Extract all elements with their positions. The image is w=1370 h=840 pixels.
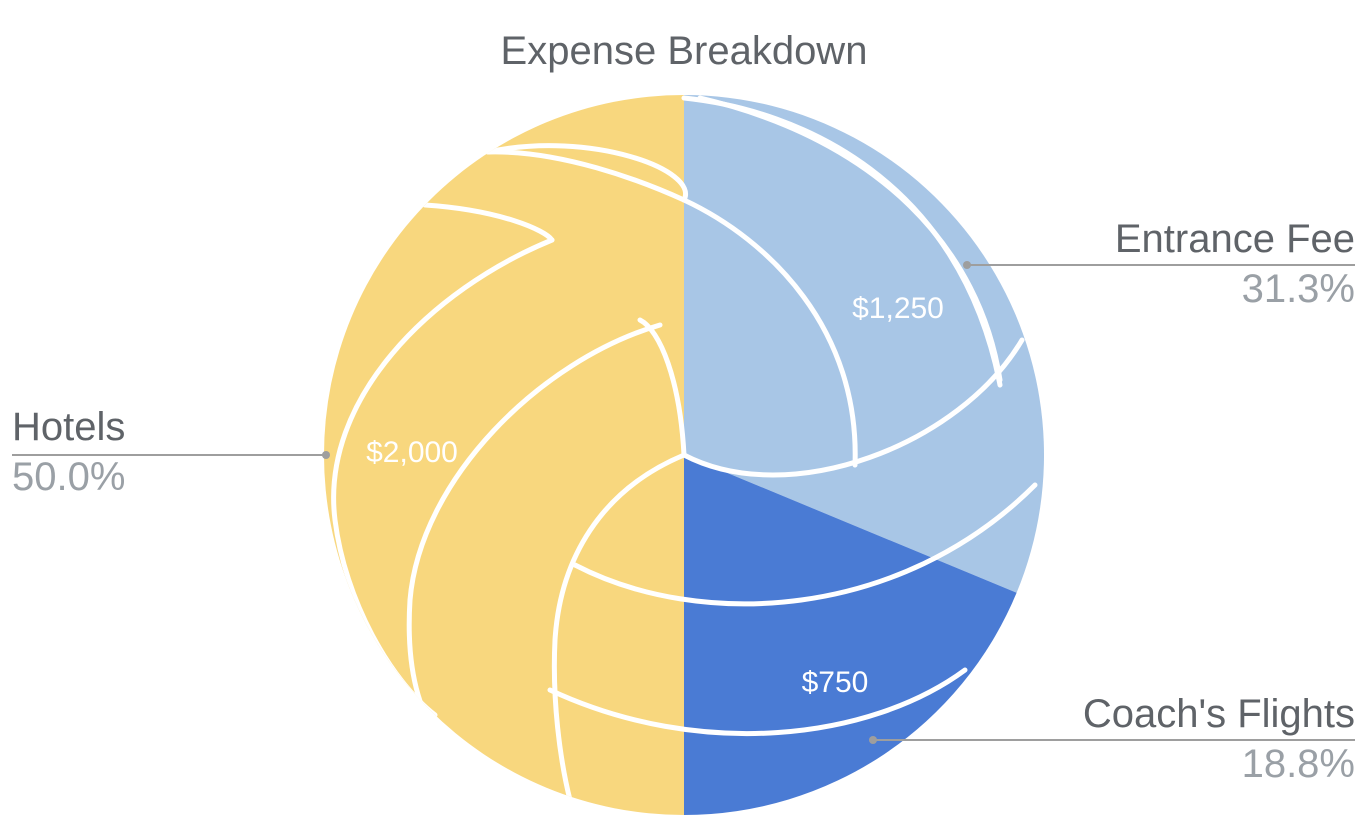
slice-name-label-1: Coach's Flights: [1083, 692, 1355, 736]
chart-title: Expense Breakdown: [501, 29, 868, 73]
seam-curve-1: [681, 197, 858, 468]
pie-slice-1[interactable]: [684, 455, 1017, 815]
seam-curve-3: [681, 337, 1025, 478]
slice-value-label-2: $2,000: [366, 436, 458, 469]
seam-curve-11: [551, 452, 687, 803]
slice-percent-label-2: 50.0%: [12, 455, 125, 499]
seam-curve-12: [485, 149, 687, 203]
seam-curve-4: [572, 482, 1038, 607]
seam-curve-5: [547, 667, 968, 736]
seam-curve-7: [422, 202, 555, 243]
slice-value-label-0: $1,250: [852, 292, 944, 325]
seam-curve-6: [485, 143, 689, 203]
slice-name-label-0: Entrance Fee: [1115, 217, 1355, 261]
slice-labels: Entrance Fee 31.3% $1,250 Coach's Flights 18…: [12, 217, 1355, 786]
pie-slice-0[interactable]: [684, 95, 1045, 593]
slice-value-label-1: $750: [802, 666, 869, 699]
seam-curve-9: [637, 317, 687, 458]
slice-percent-label-0: 31.3%: [1242, 267, 1355, 311]
slice-name-label-2: Hotels: [12, 405, 125, 449]
pie-slice-2[interactable]: [324, 95, 684, 815]
pie-slices: [324, 95, 1045, 815]
slice-percent-label-1: 18.8%: [1242, 742, 1355, 786]
seam-curve-2: [697, 95, 1003, 383]
volleyball-seams: [331, 95, 1038, 803]
